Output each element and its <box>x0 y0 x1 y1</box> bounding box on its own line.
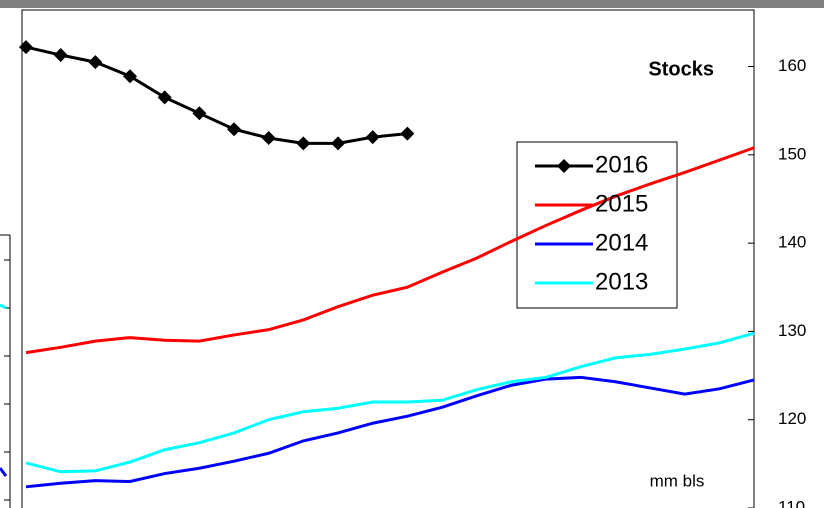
point-marker <box>88 55 103 70</box>
top-bar <box>0 0 824 8</box>
y-tick-label: 120 <box>778 409 806 428</box>
point-marker <box>19 40 33 55</box>
series-line <box>25 331 755 474</box>
point-marker <box>53 48 68 63</box>
plot-area <box>21 9 755 508</box>
series-line <box>25 375 755 489</box>
y-tick-label: 150 <box>778 144 806 163</box>
point-marker <box>296 136 311 151</box>
y-tick-label: 160 <box>778 56 806 75</box>
point-marker <box>331 136 346 151</box>
legend-label: 2013 <box>595 268 648 295</box>
unit-label: mm bls <box>650 471 705 490</box>
point-marker <box>157 90 172 105</box>
legend-label: 2016 <box>595 151 648 178</box>
point-marker <box>261 131 276 146</box>
legend-label: 2015 <box>595 190 648 217</box>
legend-label: 2014 <box>595 229 648 256</box>
point-marker <box>192 106 207 121</box>
series-line <box>25 146 755 355</box>
point-marker <box>400 126 415 141</box>
legend-marker <box>557 159 571 173</box>
chart-title: Stocks <box>648 58 714 80</box>
series-line <box>25 45 408 145</box>
point-marker <box>365 130 380 145</box>
point-marker <box>123 69 138 84</box>
y-tick-label: 130 <box>778 321 806 340</box>
neighbor-chart-edge <box>0 234 11 508</box>
y-tick-label: 140 <box>778 233 806 252</box>
y-tick-label: 110 <box>778 497 805 508</box>
point-marker <box>227 122 242 137</box>
